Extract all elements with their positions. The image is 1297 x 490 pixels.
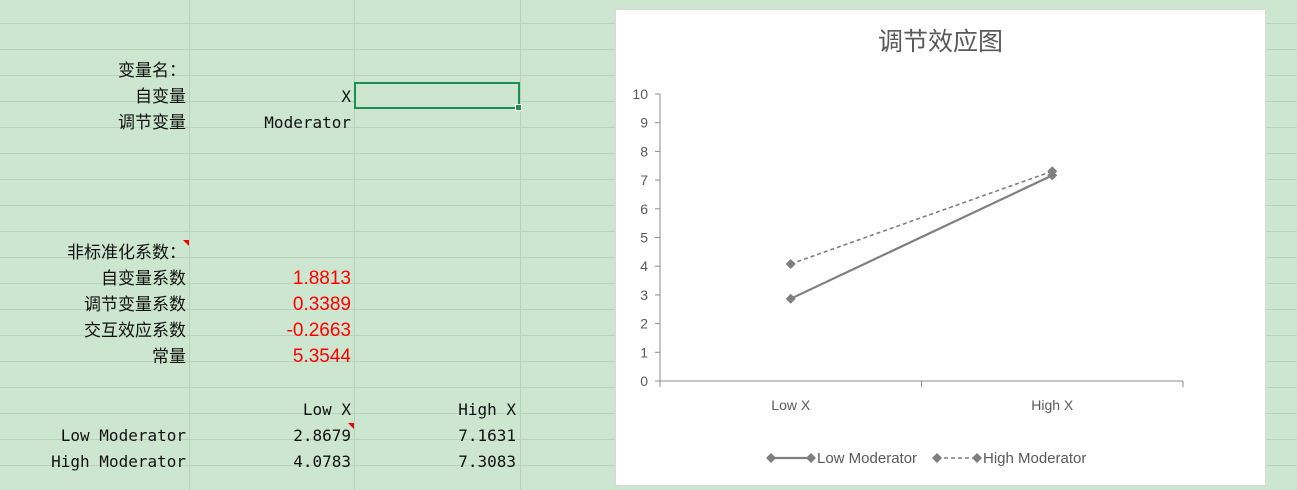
coef-value-iv[interactable]: 1.8813 <box>292 268 351 289</box>
coef-value-constant[interactable]: 5.3544 <box>292 346 351 367</box>
column-line <box>520 0 521 490</box>
y-tick-label: 8 <box>640 143 648 159</box>
y-tick-label: 7 <box>640 172 648 188</box>
iv-label[interactable]: 自变量 <box>135 87 186 107</box>
column-line <box>189 0 190 490</box>
comment-indicator <box>183 240 189 246</box>
y-tick-label: 1 <box>640 344 648 360</box>
col-header-high-x[interactable]: High X <box>458 400 516 419</box>
coef-value-interaction[interactable]: -0.2663 <box>286 320 351 341</box>
x-tick-label: Low X <box>771 397 811 413</box>
legend-label: High Moderator <box>983 450 1086 467</box>
y-tick-label: 5 <box>640 230 648 246</box>
x-tick-label: High X <box>1031 397 1074 413</box>
chart-plot: 0 1 2 3 4 5 6 7 8 9 10 Low X High X Low Moderator High… <box>632 86 1184 467</box>
legend-marker <box>766 453 776 463</box>
y-tick-label: 9 <box>640 115 648 131</box>
data-point-marker <box>1047 166 1058 177</box>
coefficient-header[interactable]: 非标准化系数： <box>67 243 186 263</box>
coef-value-moderator[interactable]: 0.3389 <box>292 294 351 315</box>
series-line-2 <box>790 170 1053 265</box>
legend-marker <box>932 453 942 463</box>
row-label-low-moderator[interactable]: Low Moderator <box>60 426 186 445</box>
y-tick-label: 10 <box>632 86 648 102</box>
legend-marker <box>972 453 982 463</box>
y-tick-label: 2 <box>640 316 648 332</box>
chart-title[interactable]: 调节效应图 <box>877 27 1003 56</box>
coef-label-iv[interactable]: 自变量系数 <box>101 269 186 289</box>
moderation-chart[interactable]: 调节效应图 0 1 2 3 4 5 6 7 8 9 10 Low X High X Low Moderat… <box>615 9 1266 486</box>
coef-label-interaction[interactable]: 交互效应系数 <box>84 321 186 341</box>
value-high-mod-low-x[interactable]: 4.0783 <box>293 452 351 471</box>
series-line-1 <box>790 174 1053 300</box>
y-tick-label: 4 <box>640 258 648 274</box>
legend-marker <box>806 453 816 463</box>
data-point-marker <box>785 293 796 304</box>
y-tick-label: 3 <box>640 287 648 303</box>
selected-cell[interactable] <box>354 82 522 111</box>
value-low-mod-low-x[interactable]: 2.8679 <box>293 426 351 445</box>
fill-handle[interactable] <box>515 104 522 111</box>
coef-label-moderator[interactable]: 调节变量系数 <box>84 295 186 315</box>
y-tick-label: 6 <box>640 201 648 217</box>
col-header-low-x[interactable]: Low X <box>302 400 351 419</box>
variable-name-header[interactable]: 变量名： <box>118 61 186 81</box>
moderator-value[interactable]: Moderator <box>264 113 351 132</box>
moderator-label[interactable]: 调节变量 <box>118 113 186 133</box>
column-line <box>354 0 355 490</box>
iv-value[interactable]: X <box>341 87 351 106</box>
value-high-mod-high-x[interactable]: 7.3083 <box>458 452 516 471</box>
y-tick-label: 0 <box>640 373 648 389</box>
comment-indicator <box>348 423 354 429</box>
data-point-marker <box>785 258 796 269</box>
legend-label: Low Moderator <box>817 450 917 467</box>
coef-label-constant[interactable]: 常量 <box>152 347 186 367</box>
row-label-high-moderator[interactable]: High Moderator <box>51 452 186 471</box>
value-low-mod-high-x[interactable]: 7.1631 <box>458 426 516 445</box>
